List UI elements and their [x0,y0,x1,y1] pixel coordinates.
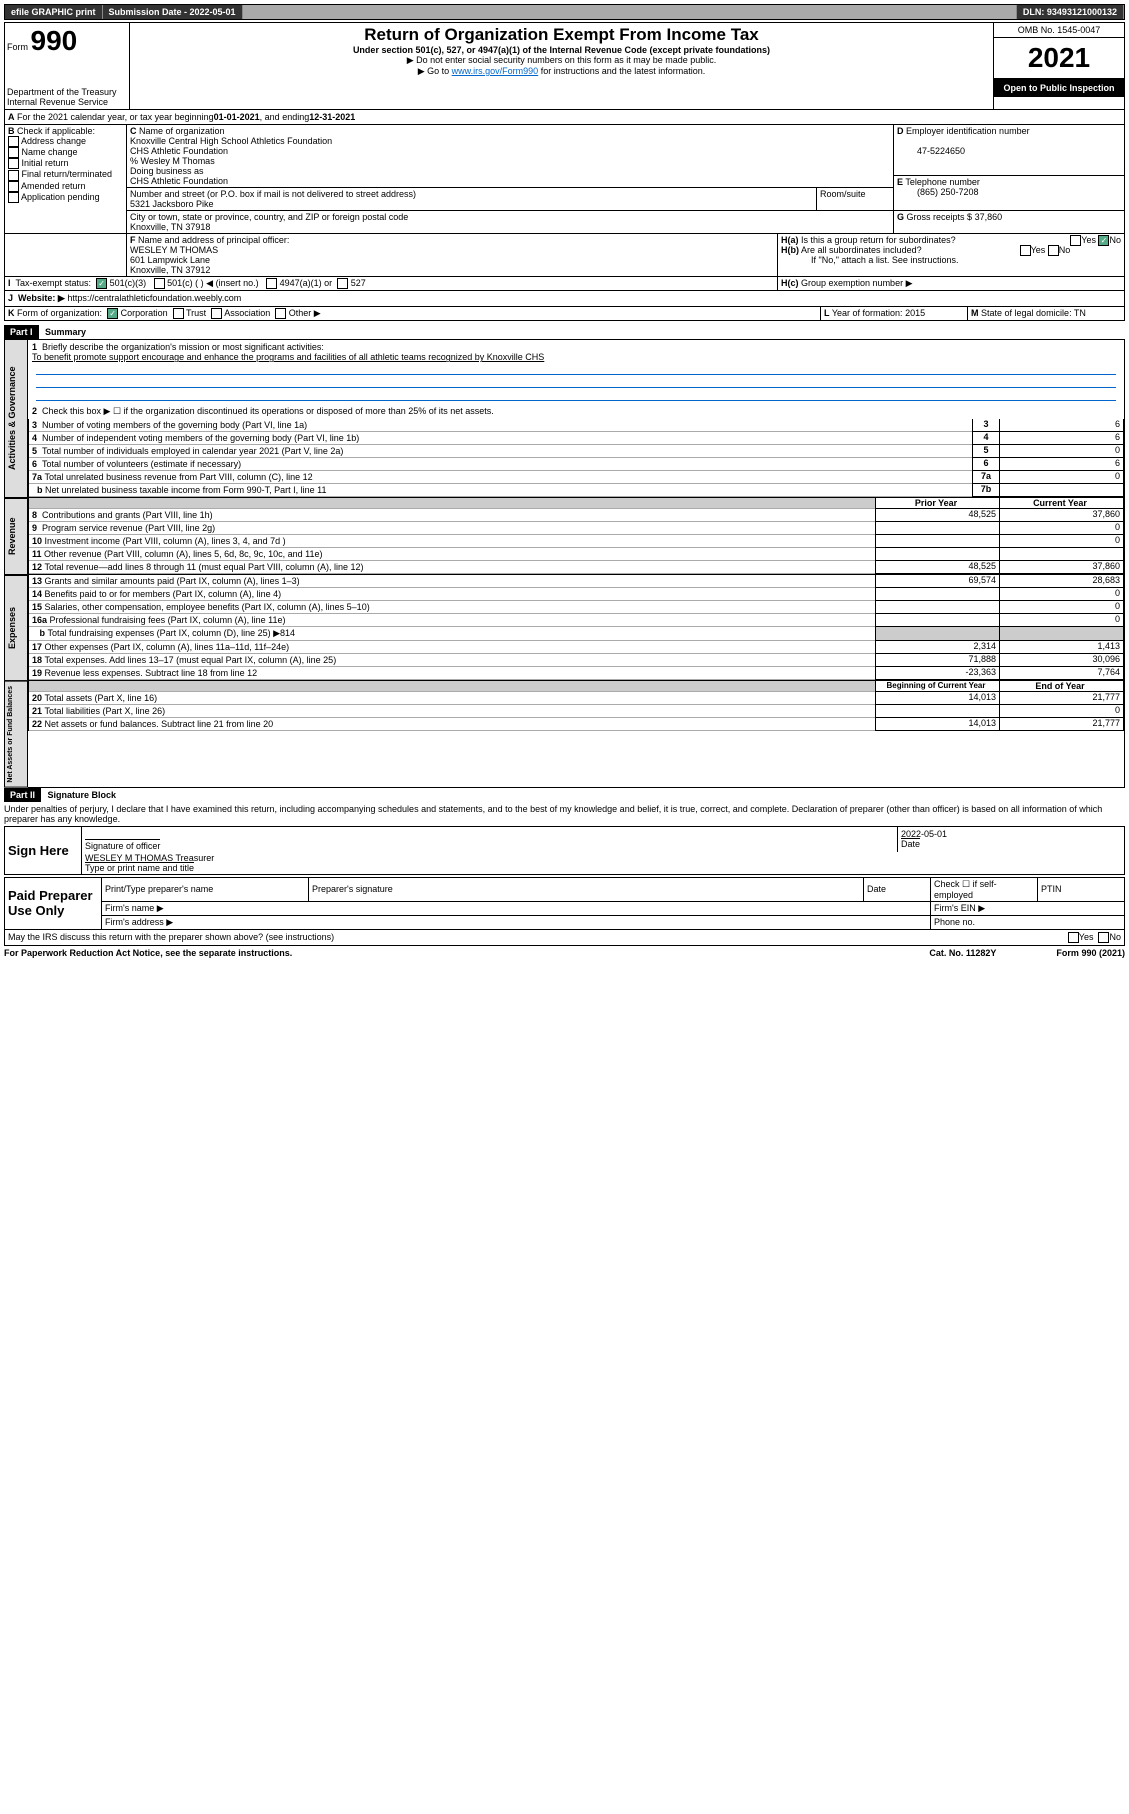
entity-block: B Check if applicable: Address change Na… [4,125,1125,234]
form-header: Form 990 Department of the Treasury Inte… [4,22,1125,110]
discuss-row: May the IRS discuss this return with the… [4,930,1125,946]
part1-body: Activities & Governance 1 Briefly descri… [4,339,1125,498]
irs-link[interactable]: www.irs.gov/Form990 [452,66,539,76]
website-url[interactable]: https://centralathleticfoundation.weebly… [67,293,241,304]
expenses-section: Expenses 13 Grants and similar amounts p… [4,575,1125,681]
officer-block: F Name and address of principal officer:… [4,234,1125,277]
website-row: J Website: ▶ https://centralathleticfoun… [4,291,1125,307]
revenue-section: Revenue Prior YearCurrent Year 8 Contrib… [4,498,1125,575]
part2-header: Part II Signature Block [4,788,1125,802]
part1-header: Part I Summary [4,325,1125,339]
footer: For Paperwork Reduction Act Notice, see … [4,946,1125,960]
form-title: Return of Organization Exempt From Incom… [132,25,991,45]
irs-label: Internal Revenue Service [7,97,127,107]
submission-date: Submission Date - 2022-05-01 [103,5,243,19]
form-number: 990 [31,25,78,56]
dept-label: Department of the Treasury [7,87,127,97]
form-subtitle: Under section 501(c), 527, or 4947(a)(1)… [132,45,991,55]
org-form-row: K Form of organization: ✓ Corporation Tr… [4,307,1125,321]
tax-year: 2021 [994,37,1124,79]
declaration-text: Under penalties of perjury, I declare th… [4,802,1125,826]
netassets-section: Net Assets or Fund Balances Beginning of… [4,681,1125,788]
preparer-table: Paid Preparer Use Only Print/Type prepar… [4,877,1125,930]
efile-button[interactable]: efile GRAPHIC print [5,5,103,19]
dln: DLN: 93493121000132 [1017,5,1124,19]
header-bar: efile GRAPHIC print Submission Date - 20… [4,4,1125,20]
note-link: ▶ Go to www.irs.gov/Form990 for instruct… [132,66,991,77]
open-inspection: Open to Public Inspection [994,79,1124,97]
tax-exempt-row: I Tax-exempt status: ✓ 501(c)(3) 501(c) … [4,277,1125,291]
note-ssn: ▶ Do not enter social security numbers o… [132,55,991,66]
form-label: Form [7,42,28,52]
signature-table: Sign Here Signature of officer 2022-05-0… [4,826,1125,875]
line-a: A For the 2021 calendar year, or tax yea… [4,110,1125,125]
omb-no: OMB No. 1545-0047 [994,23,1124,37]
